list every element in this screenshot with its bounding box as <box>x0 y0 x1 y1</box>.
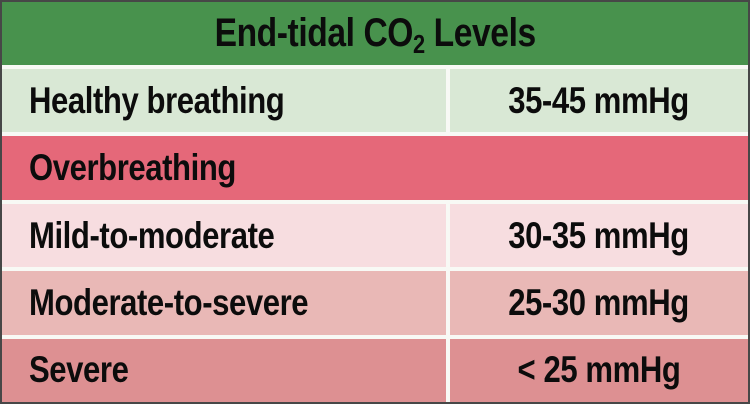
row-label-cell: Healthy breathing <box>2 69 446 133</box>
table-row-healthy: Healthy breathing 35-45 mmHg <box>2 69 748 133</box>
section-header-label: Overbreathing <box>29 147 236 189</box>
table-row-severe: Severe < 25 mmHg <box>2 338 748 402</box>
row-value-cell: 25-30 mmHg <box>450 271 748 335</box>
row-label: Severe <box>29 349 129 391</box>
section-header-cell: Overbreathing <box>2 136 748 200</box>
table-title-row: End-tidal CO2 Levels <box>2 2 748 65</box>
table-title-cell: End-tidal CO2 Levels <box>2 2 748 65</box>
table-row-overbreathing: Overbreathing <box>2 136 748 200</box>
row-value-cell: 30-35 mmHg <box>450 203 748 268</box>
co2-subscript: 2 <box>412 29 425 59</box>
row-value: 35-45 mmHg <box>508 79 690 121</box>
row-value: 25-30 mmHg <box>508 281 690 323</box>
row-label: Mild-to-moderate <box>29 214 275 256</box>
row-label: Healthy breathing <box>29 79 285 121</box>
row-value: 30-35 mmHg <box>508 214 690 256</box>
row-value-cell: < 25 mmHg <box>450 338 748 402</box>
row-label-cell: Mild-to-moderate <box>2 203 446 268</box>
row-value-cell: 35-45 mmHg <box>450 69 748 133</box>
table-row-moderate: Moderate-to-severe 25-30 mmHg <box>2 271 748 335</box>
row-label-cell: Severe <box>2 338 446 402</box>
row-label-cell: Moderate-to-severe <box>2 271 446 335</box>
row-label: Moderate-to-severe <box>29 281 309 323</box>
row-value: < 25 mmHg <box>517 349 681 391</box>
table-title: End-tidal CO2 Levels <box>214 11 536 59</box>
table-row-mild: Mild-to-moderate 30-35 mmHg <box>2 203 748 268</box>
